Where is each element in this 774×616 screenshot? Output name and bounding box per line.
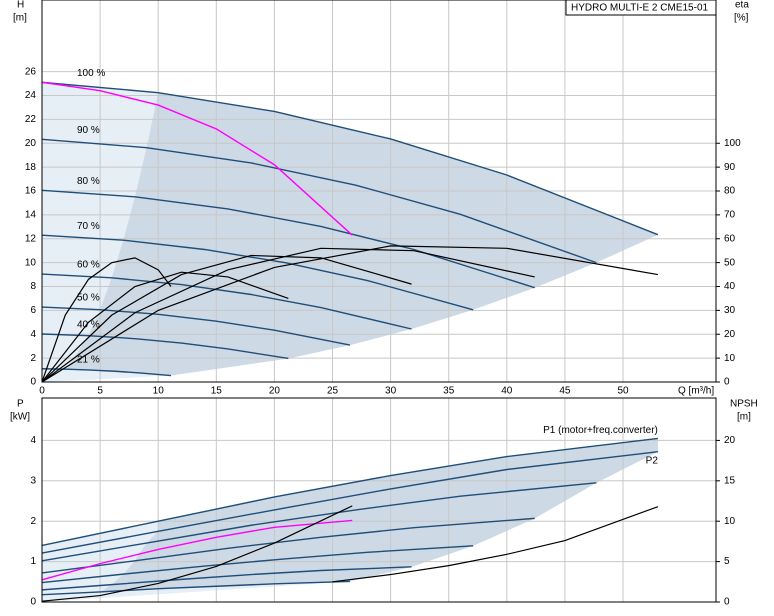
y2-tick-label: 10 xyxy=(724,353,736,364)
curve xyxy=(41,138,597,264)
curve-label: 60 % xyxy=(77,260,100,271)
curve xyxy=(41,81,353,236)
y2-tick-label: 15 xyxy=(724,475,736,486)
y2-tick-label: 0 xyxy=(724,597,730,608)
curve xyxy=(41,437,658,547)
y2-tick-label: 100 xyxy=(724,138,741,149)
curve xyxy=(41,545,474,584)
y-axis-label: H xyxy=(17,0,24,11)
y-tick-label: 6 xyxy=(30,305,36,316)
curve-label: 80 % xyxy=(77,176,100,187)
y-tick-label: 20 xyxy=(25,138,37,149)
x-axis-label: Q [m³/h] xyxy=(678,386,714,397)
y-tick-label: 2 xyxy=(30,516,36,527)
y2-tick-label: 90 xyxy=(724,162,736,173)
x-tick-label: 40 xyxy=(501,386,513,397)
x-tick-label: 35 xyxy=(443,386,455,397)
y2-tick-label: 30 xyxy=(724,305,736,316)
curve-label: 100 % xyxy=(77,68,105,79)
y-tick-label: 26 xyxy=(25,66,37,77)
chart-title: HYDRO MULTI-E 2 CME15-01 xyxy=(571,3,709,14)
y2-axis-unit: [%] xyxy=(734,13,749,24)
y-tick-label: 12 xyxy=(25,233,37,244)
y-tick-label: 4 xyxy=(30,435,36,446)
curve xyxy=(41,234,474,311)
y-axis-unit: [m] xyxy=(13,13,27,24)
x-tick-label: 5 xyxy=(97,386,103,397)
curve xyxy=(41,254,412,383)
area xyxy=(100,438,658,592)
y-tick-label: 2 xyxy=(30,353,36,364)
curve xyxy=(41,566,412,591)
y-tick-label: 8 xyxy=(30,281,36,292)
x-tick-label: 15 xyxy=(211,386,223,397)
curve-label: P1 (motor+freq.converter) xyxy=(543,425,658,436)
y2-tick-label: 70 xyxy=(724,210,736,221)
plot-frame xyxy=(41,0,717,383)
y-tick-label: 18 xyxy=(25,162,37,173)
y2-axis-unit: [m] xyxy=(737,412,751,423)
x-tick-label: 30 xyxy=(385,386,397,397)
y2-tick-label: 80 xyxy=(724,186,736,197)
curve xyxy=(41,505,353,602)
curve xyxy=(41,306,351,346)
curve xyxy=(41,273,412,330)
y-tick-label: 1 xyxy=(30,556,36,567)
y2-tick-label: 40 xyxy=(724,281,736,292)
x-tick-label: 20 xyxy=(269,386,281,397)
y-tick-label: 3 xyxy=(30,475,36,486)
plot-frame xyxy=(41,397,717,603)
x-tick-label: 0 xyxy=(39,386,45,397)
x-tick-label: 45 xyxy=(559,386,571,397)
curve-label: P2 xyxy=(646,455,659,466)
y2-tick-label: 5 xyxy=(724,556,730,567)
y-tick-label: 0 xyxy=(30,377,36,388)
y2-tick-label: 20 xyxy=(724,435,736,446)
area xyxy=(66,92,658,376)
y-tick-label: 10 xyxy=(25,257,37,268)
curve-label: 21 % xyxy=(77,354,100,365)
y-axis-label: P xyxy=(17,399,24,410)
curve xyxy=(41,189,535,289)
curve xyxy=(41,580,350,596)
x-tick-label: 25 xyxy=(327,386,339,397)
y-tick-label: 24 xyxy=(25,90,37,101)
y-tick-label: 22 xyxy=(25,114,37,125)
curve-label: 90 % xyxy=(77,125,100,136)
curve-label: 40 % xyxy=(77,320,100,331)
curve xyxy=(332,506,659,583)
curve xyxy=(41,333,289,360)
y2-axis-label: eta xyxy=(735,0,749,11)
y-tick-label: 0 xyxy=(30,597,36,608)
y-axis-unit: [kW] xyxy=(10,412,30,423)
y-tick-label: 4 xyxy=(30,329,36,340)
curve xyxy=(41,247,535,383)
title-box xyxy=(565,0,717,16)
x-tick-label: 10 xyxy=(153,386,165,397)
y2-tick-label: 10 xyxy=(724,516,736,527)
curve xyxy=(41,482,597,562)
curve xyxy=(41,271,289,383)
y2-axis-label: NPSH xyxy=(730,399,758,410)
y-tick-label: 16 xyxy=(25,186,37,197)
y2-tick-label: 0 xyxy=(724,377,730,388)
curve-label: 70 % xyxy=(77,221,100,232)
curve xyxy=(41,519,353,581)
curve xyxy=(41,451,658,554)
y2-tick-label: 50 xyxy=(724,257,736,268)
curve xyxy=(41,245,658,383)
y2-tick-label: 60 xyxy=(724,233,736,244)
y2-tick-label: 20 xyxy=(724,329,736,340)
curve xyxy=(41,81,659,236)
curve-label: 50 % xyxy=(77,293,100,304)
curve xyxy=(41,257,172,383)
x-tick-label: 50 xyxy=(617,386,629,397)
y-tick-label: 14 xyxy=(25,210,37,221)
